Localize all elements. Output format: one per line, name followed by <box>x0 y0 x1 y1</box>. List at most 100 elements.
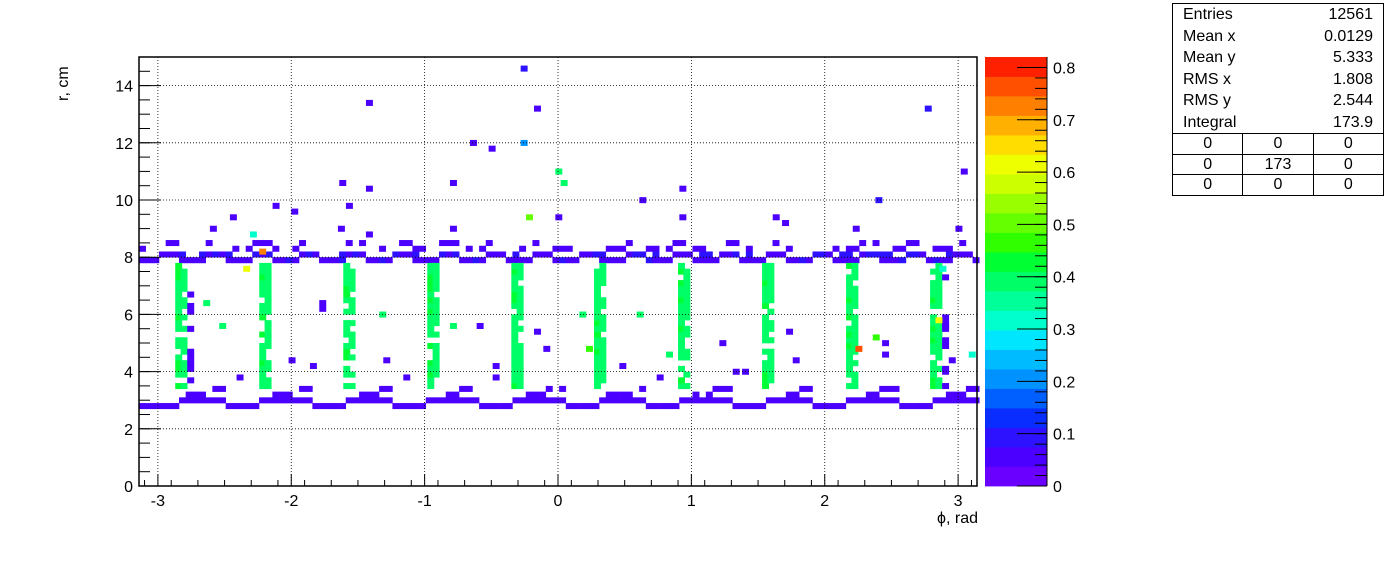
heatmap-cell <box>392 403 400 410</box>
heatmap-cell <box>585 251 593 258</box>
heatmap-cell <box>952 251 960 258</box>
heatmap-cell <box>343 262 351 269</box>
heatmap-cell <box>511 291 519 298</box>
stats-grid-cell: 0 <box>1312 175 1383 195</box>
heatmap-cell <box>345 397 353 404</box>
heatmap-cell <box>779 251 787 258</box>
heatmap-cell <box>683 308 691 315</box>
heatmap-cell <box>532 391 540 398</box>
heatmap-cell <box>259 331 267 338</box>
heatmap-cell <box>782 220 790 227</box>
heatmap-cell <box>846 354 854 361</box>
heatmap-cell <box>846 280 854 287</box>
heatmap-cell <box>765 251 773 258</box>
heatmap-cell <box>851 337 859 344</box>
heatmap-cell <box>533 105 541 112</box>
heatmap-cell <box>772 397 780 404</box>
heatmap-cell <box>762 274 770 281</box>
heatmap-cell <box>762 377 770 384</box>
heatmap-cell <box>767 360 775 367</box>
heatmap-cell <box>185 257 193 264</box>
heatmap-cell <box>264 262 272 269</box>
heatmap-cell <box>343 383 351 390</box>
heatmap-cell <box>419 245 427 252</box>
heatmap-cell <box>432 308 440 315</box>
heatmap-cell <box>205 251 213 258</box>
heatmap-cell <box>187 377 195 384</box>
heatmap-cell <box>632 251 640 258</box>
heatmap-cells <box>139 65 980 410</box>
heatmap-cell <box>412 251 420 258</box>
heatmap-cell <box>846 343 854 350</box>
heatmap-cell <box>851 325 859 332</box>
heatmap-cell <box>179 257 186 264</box>
heatmap-cell <box>236 374 244 381</box>
heatmap-cell <box>599 354 607 361</box>
heatmap-cell <box>516 285 524 292</box>
heatmap-cell <box>930 314 938 321</box>
heatmap-cell <box>348 285 356 292</box>
heatmap-cell <box>432 280 440 287</box>
heatmap-cell <box>599 343 607 350</box>
heatmap-cell <box>516 325 524 332</box>
heatmap-cell <box>948 357 956 364</box>
heatmap-cell <box>972 257 980 264</box>
heatmap-cell <box>772 240 780 247</box>
heatmap-cell <box>427 320 435 327</box>
heatmap-cell <box>846 331 854 338</box>
heatmap-cell <box>499 251 507 258</box>
heatmap-cell <box>175 291 183 298</box>
heatmap-cell <box>427 365 435 372</box>
heatmap-cell <box>219 251 226 258</box>
heatmap-cell <box>175 268 183 275</box>
heatmap-cell <box>348 268 356 275</box>
heatmap-cell <box>912 240 920 247</box>
heatmap-cell <box>930 325 938 332</box>
stats-label: RMS y <box>1183 92 1231 109</box>
stats-row: Entries 12561 <box>1173 4 1383 26</box>
heatmap-cell <box>872 334 880 341</box>
heatmap-cell <box>666 351 673 358</box>
heatmap-cell <box>383 357 391 364</box>
heatmap-cell <box>712 385 720 392</box>
heatmap-cell <box>192 397 200 404</box>
heatmap-cell <box>345 251 353 258</box>
heatmap-cell <box>519 257 527 264</box>
heatmap-cell <box>959 240 967 247</box>
heatmap-cell <box>846 314 854 321</box>
heatmap-cell <box>678 268 686 275</box>
heatmap-cell <box>619 245 627 252</box>
heatmap-cell <box>792 397 800 404</box>
heatmap-cell <box>792 357 800 364</box>
heatmap-cell <box>605 397 613 404</box>
heatmap-cell <box>392 251 400 258</box>
heatmap-cell <box>264 297 272 304</box>
heatmap-cell <box>560 179 568 186</box>
heatmap-cell <box>799 397 807 404</box>
colorbar-segment <box>985 388 1047 409</box>
heatmap-cell <box>272 391 280 398</box>
heatmap-cell <box>678 365 686 372</box>
heatmap-cell <box>212 251 220 258</box>
heatmap-cell <box>545 397 553 404</box>
y-tick-label: 6 <box>124 307 133 324</box>
heatmap-cell <box>543 345 551 352</box>
heatmap-cell <box>599 257 607 264</box>
stats-label: Integral <box>1183 113 1237 131</box>
heatmap-cell <box>159 403 166 410</box>
y-tick-label: 2 <box>124 422 133 439</box>
heatmap-cell <box>792 257 800 264</box>
heatmap-cell <box>432 268 440 275</box>
heatmap-cell <box>180 360 188 367</box>
heatmap-cell <box>586 345 593 352</box>
heatmap-cell <box>705 251 713 258</box>
heatmap-cell <box>619 397 627 404</box>
heatmap-cell <box>175 383 183 390</box>
heatmap-cell <box>511 371 519 378</box>
heatmap-cell <box>692 257 700 264</box>
heatmap-cell <box>427 262 435 269</box>
heatmap-cell <box>665 245 673 252</box>
heatmap-cell <box>159 251 166 258</box>
heatmap-cell <box>594 285 601 292</box>
